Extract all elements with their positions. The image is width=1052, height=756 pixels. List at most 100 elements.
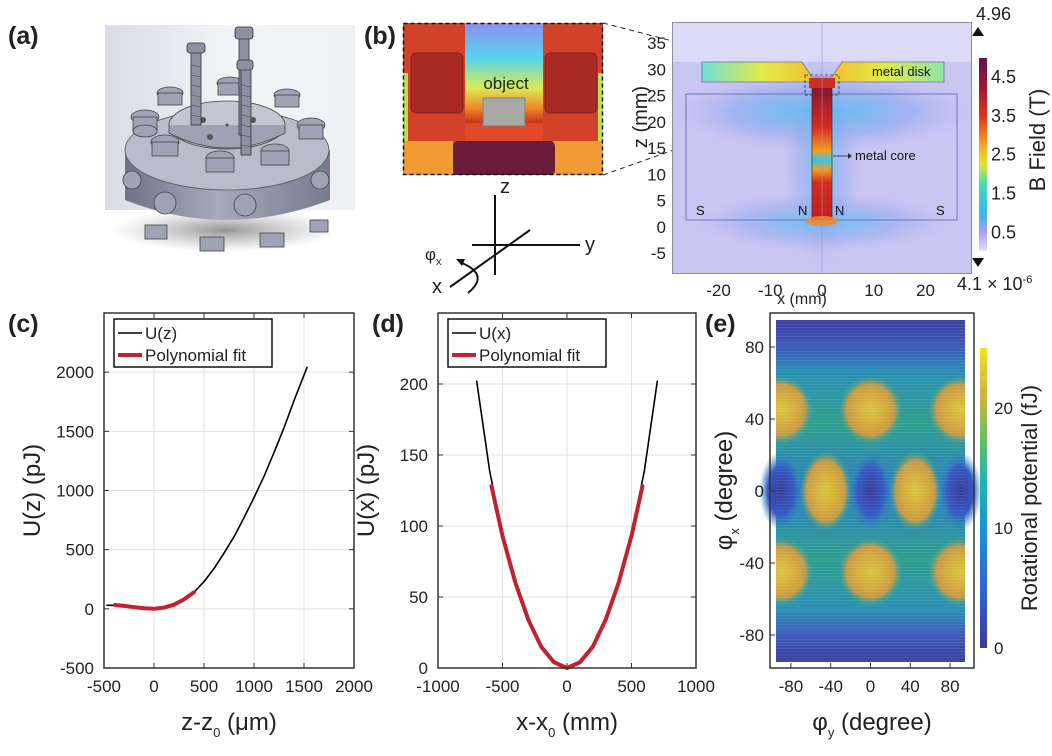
colorbar-max-label: 4.96	[976, 4, 1011, 24]
x-tick-label: -40	[818, 677, 843, 696]
x-tick-label: 1500	[285, 677, 323, 696]
colorbar-tick-label: 2.5	[991, 145, 1016, 165]
series-fit-line	[113, 590, 196, 611]
x-tick-label: -20	[706, 281, 731, 300]
y-tick-label: 0	[657, 218, 666, 237]
colorbar-tick-label: 20	[994, 399, 1013, 418]
colorbar-tick-label: 0	[994, 639, 1003, 658]
x-tick-label: 0	[817, 281, 826, 300]
y-tick-label: 1500	[56, 422, 94, 441]
y-tick-label: 20	[647, 113, 666, 132]
panel-label-d: (d)	[372, 310, 404, 338]
phi-x-label: φx	[425, 245, 442, 268]
x-tick-label: 0	[149, 677, 158, 696]
x-tick-label: 10	[864, 281, 883, 300]
y-axis-label: φx (degree)	[711, 431, 742, 550]
x-tick-label: 1000	[677, 677, 715, 696]
panel-label-a: (a)	[8, 22, 39, 50]
panel-label-b: (b)	[364, 22, 396, 50]
bfield-map: metal disk metal core S N N S	[672, 22, 972, 274]
x-axis-label: φy (degree)	[812, 709, 931, 740]
x-axis-label: x-x0 (mm)	[516, 709, 618, 740]
y-tick-label: 0	[755, 482, 764, 501]
panel-label-c: (c)	[8, 310, 39, 338]
plot-c: -500 0 500 1000 1500 2000 -500 0 500 1000 1500 2000…	[19, 312, 373, 740]
y-tick-label: -40	[739, 554, 764, 573]
legend-entry: Polynomial fit	[479, 346, 580, 365]
y-axis-label: U(z) (pJ)	[19, 444, 46, 537]
cad-render	[105, 25, 355, 252]
y-tick-label: 35	[647, 34, 666, 53]
x-tick-label: -500	[87, 677, 121, 696]
y-tick-label: -5	[651, 244, 666, 263]
y-tick-label: -80	[739, 626, 764, 645]
legend-box	[113, 318, 273, 368]
x-tick-label: -10	[758, 281, 783, 300]
y-tick-label: 30	[647, 60, 666, 79]
y-tick-label: 0	[85, 600, 94, 619]
panel-label-e: (e)	[705, 310, 736, 338]
colorbar-tick-label: 10	[994, 519, 1013, 538]
y-tick-label: 40	[745, 410, 764, 429]
colorbar-tick-label: 1.5	[991, 184, 1016, 204]
colorbar-tick-label: 3.5	[991, 106, 1016, 126]
y-tick-label: 1000	[56, 482, 94, 501]
y-tick-label: 200	[400, 375, 428, 394]
y-axis-label: z (mm)	[630, 86, 652, 148]
y-tick-label: 500	[66, 541, 94, 560]
x-tick-label: -1000	[416, 677, 459, 696]
pole-s-right: S	[936, 203, 945, 218]
y-tick-label: 150	[400, 446, 428, 465]
x-tick-label: 20	[916, 281, 935, 300]
bfield-colorbar: 4.96 4.1 × 10-6 0.5 1.5 2.5 3.5 4.5 B Field …	[957, 4, 1050, 294]
pole-s-left: S	[696, 203, 705, 218]
legend-box	[447, 318, 607, 368]
legend-entry: U(z)	[145, 324, 177, 343]
y-tick-label: 2000	[56, 363, 94, 382]
coordinate-axes: z y x φx	[425, 176, 595, 298]
x-tick-label: 500	[617, 677, 645, 696]
colorbar-max-arrow-icon	[972, 27, 984, 36]
axis-x-label: x	[432, 276, 442, 298]
pole-n-right: N	[835, 203, 844, 218]
axis-y-label: y	[585, 234, 595, 256]
axis-z-label: z	[500, 176, 510, 198]
metal-core-label: metal core	[855, 148, 916, 163]
y-tick-label: 15	[647, 139, 666, 158]
x-tick-label: 80	[941, 677, 960, 696]
y-tick-label: 50	[409, 588, 428, 607]
x-tick-label: 2000	[335, 677, 373, 696]
y-tick-label: 100	[400, 517, 428, 536]
x-axis-label: z-z0 (μm)	[181, 709, 277, 740]
y-tick-label: 0	[419, 659, 428, 678]
plot-frame	[437, 312, 697, 669]
x-tick-label: -500	[485, 677, 519, 696]
colorbar-tick-label: 4.5	[991, 67, 1016, 87]
x-axis-label: x (mm)	[777, 291, 827, 308]
metal-disk-label: metal disk	[872, 64, 931, 79]
colorbar-min-label: 4.1 × 10-6	[957, 274, 1032, 294]
x-tick-label: -80	[779, 677, 804, 696]
colorbar-title: B Field (T)	[1025, 89, 1050, 192]
x-tick-label: 40	[901, 677, 920, 696]
y-tick-label: 10	[647, 165, 666, 184]
heatmap-texture	[776, 320, 965, 662]
pole-n-left: N	[798, 203, 807, 218]
plot-d: -1000 -500 0 500 1000 0 50 100 150 200 U(x) Polynom…	[353, 312, 715, 740]
y-tick-label: 80	[745, 338, 764, 357]
x-tick-label: 0	[866, 677, 875, 696]
colorbar-min-arrow-icon	[972, 258, 984, 267]
legend-entry: Polynomial fit	[145, 346, 246, 365]
plot-frame	[103, 312, 355, 669]
colorbar-tick-label: 0.5	[991, 223, 1016, 243]
y-tick-label: 5	[657, 192, 666, 211]
y-axis-label: U(x) (pJ)	[353, 444, 380, 537]
object-label: object	[483, 74, 529, 93]
x-tick-label: 0	[562, 677, 571, 696]
plot-e: -80 -40 0 40 80 80 40 0 -40 -80 φy (degree) φx (deg…	[711, 312, 1042, 740]
legend-entry: U(x)	[479, 324, 511, 343]
inset-zoom: object	[402, 22, 604, 176]
colorbar	[980, 348, 987, 648]
y-tick-label: -500	[60, 659, 94, 678]
